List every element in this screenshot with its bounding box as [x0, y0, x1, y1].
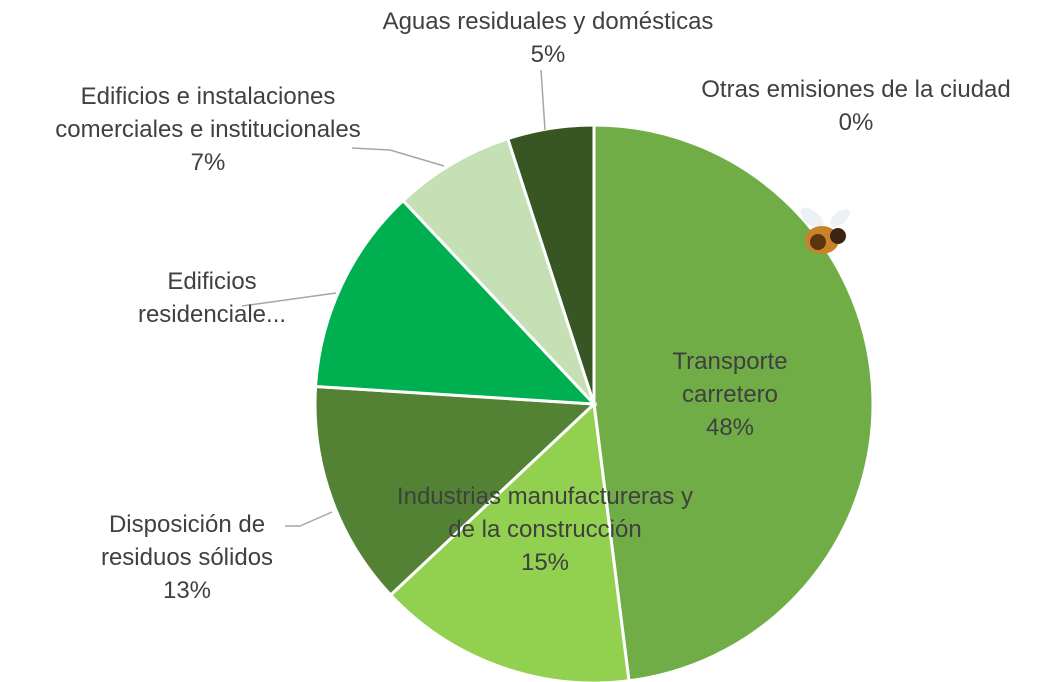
- slice-label: Edificios e instalaciones comerciales e …: [18, 80, 398, 179]
- category-label: Edificios e instalaciones comerciales e …: [18, 80, 398, 146]
- chart: Transporte carretero48% Industrias manufa…: [0, 0, 1061, 682]
- value-label: 5%: [338, 38, 758, 71]
- slice-label: Industrias manufactureras y de la constr…: [385, 480, 705, 579]
- category-label: Disposición de residuos sólidos: [72, 508, 302, 574]
- category-label: Edificios residenciale...: [132, 265, 292, 331]
- leader-line: [541, 70, 545, 130]
- value-label: 13%: [72, 574, 302, 607]
- value-label: 0%: [666, 106, 1046, 139]
- category-label: Otras emisiones de la ciudad: [666, 73, 1046, 106]
- category-label: Industrias manufactureras y de la constr…: [385, 480, 705, 546]
- value-label: 48%: [635, 411, 825, 444]
- category-label: Aguas residuales y domésticas: [338, 5, 758, 38]
- slice-label: Edificios residenciale...: [132, 265, 292, 331]
- category-label: Transporte carretero: [635, 345, 825, 411]
- value-label: 15%: [385, 546, 705, 579]
- value-label: 7%: [18, 146, 398, 179]
